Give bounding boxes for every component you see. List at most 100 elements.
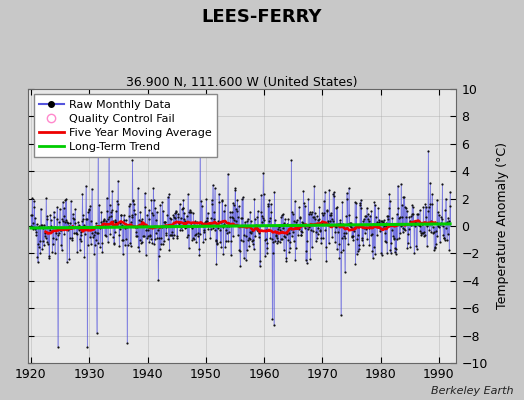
Point [347,224,355,231]
Point [117,212,125,219]
Point [57,227,65,233]
Point [236,263,245,269]
Point [290,238,298,245]
Point [89,234,97,240]
Point [203,215,212,221]
Point [439,232,447,238]
Point [331,239,339,246]
Point [353,251,361,258]
Point [342,213,351,220]
Point [383,213,391,219]
Point [110,240,118,247]
Point [27,222,36,229]
Point [190,222,198,228]
Point [324,218,332,224]
Point [40,232,49,239]
Point [243,218,252,224]
Point [250,246,258,252]
Point [213,241,221,248]
Point [373,218,381,225]
Point [402,204,411,211]
Point [285,230,293,237]
Point [198,202,206,209]
Point [353,236,362,242]
Point [200,227,208,234]
Point [58,216,66,222]
Point [405,226,413,232]
Point [442,225,451,232]
Point [311,228,320,235]
Point [42,216,51,222]
Point [214,218,223,224]
Point [287,226,295,232]
Point [308,209,316,216]
Point [107,207,116,213]
Point [400,194,409,200]
Point [162,229,171,236]
Point [381,223,390,230]
Point [122,236,130,242]
Point [168,232,177,239]
Point [100,217,108,224]
Point [297,232,305,238]
Point [265,218,273,224]
Point [298,219,306,225]
Point [81,224,90,230]
Point [305,209,314,216]
Point [235,247,244,253]
Point [283,237,292,244]
Point [88,230,96,236]
Point [134,244,143,250]
Point [237,237,245,244]
Point [205,222,213,228]
Point [161,218,169,225]
Point [148,240,157,247]
Point [399,194,408,200]
Point [268,316,277,322]
Point [186,208,194,215]
Point [300,222,309,229]
Point [258,215,267,222]
Point [407,212,416,219]
Point [403,245,411,251]
Point [388,226,396,233]
Point [85,234,94,240]
Point [395,235,403,241]
Point [75,247,84,253]
Point [377,252,386,258]
Point [312,238,320,244]
Point [444,214,452,221]
Point [170,214,178,220]
Point [236,248,244,255]
Point [136,208,145,215]
Point [349,232,357,239]
Point [181,225,189,231]
Point [154,227,162,233]
Point [68,237,76,243]
Point [319,212,328,218]
Point [44,224,52,230]
Point [345,212,353,219]
Point [138,233,147,239]
Point [80,222,88,229]
Point [249,236,258,243]
Point [35,223,43,229]
Point [204,226,212,232]
Point [384,216,392,222]
Point [400,226,408,232]
Point [260,237,269,244]
Point [170,210,179,217]
Point [261,253,269,259]
Point [416,227,424,234]
Point [63,218,72,225]
Point [141,204,149,210]
Point [145,207,153,213]
Point [326,218,334,224]
Point [419,230,427,236]
Point [303,260,311,266]
Point [195,246,203,253]
Point [443,231,452,237]
Point [95,223,103,230]
Point [228,233,237,239]
Point [128,212,136,218]
